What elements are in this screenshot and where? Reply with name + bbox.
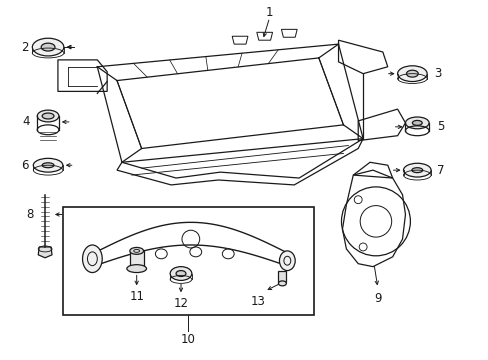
Ellipse shape bbox=[42, 113, 54, 119]
Bar bbox=[129, 251, 143, 269]
Ellipse shape bbox=[397, 66, 426, 82]
Text: 9: 9 bbox=[373, 292, 381, 305]
Ellipse shape bbox=[82, 245, 102, 273]
Ellipse shape bbox=[411, 121, 421, 125]
Ellipse shape bbox=[42, 163, 54, 168]
Ellipse shape bbox=[176, 271, 185, 276]
Ellipse shape bbox=[170, 267, 191, 280]
Text: 8: 8 bbox=[27, 208, 34, 221]
Ellipse shape bbox=[33, 158, 63, 172]
Ellipse shape bbox=[411, 168, 422, 172]
Ellipse shape bbox=[278, 281, 286, 286]
Text: 12: 12 bbox=[173, 297, 188, 310]
Text: 1: 1 bbox=[265, 6, 273, 19]
Text: 2: 2 bbox=[20, 41, 28, 54]
Ellipse shape bbox=[405, 117, 428, 129]
Text: 11: 11 bbox=[129, 290, 144, 303]
Ellipse shape bbox=[129, 247, 143, 254]
Bar bbox=[63, 207, 313, 315]
Polygon shape bbox=[38, 247, 52, 258]
Text: 6: 6 bbox=[20, 159, 28, 172]
Text: 5: 5 bbox=[436, 120, 444, 133]
Text: 13: 13 bbox=[250, 294, 264, 307]
Bar bbox=[278, 271, 286, 282]
Text: 4: 4 bbox=[22, 116, 30, 129]
Text: 7: 7 bbox=[436, 164, 444, 177]
Ellipse shape bbox=[403, 163, 430, 177]
Ellipse shape bbox=[37, 110, 59, 122]
Ellipse shape bbox=[406, 70, 417, 77]
Ellipse shape bbox=[126, 265, 146, 273]
Ellipse shape bbox=[41, 43, 55, 51]
Ellipse shape bbox=[279, 251, 295, 271]
Ellipse shape bbox=[32, 38, 64, 56]
Text: 3: 3 bbox=[433, 67, 441, 80]
Text: 10: 10 bbox=[180, 333, 195, 346]
